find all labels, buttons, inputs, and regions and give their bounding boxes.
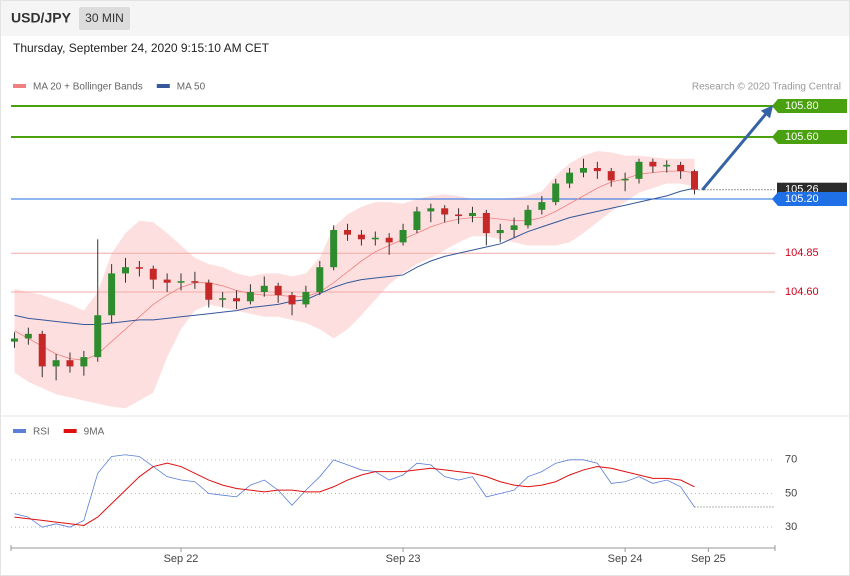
candle-body (233, 298, 241, 302)
source: Research © 2020 Trading Central (692, 82, 841, 93)
candle-body (677, 164, 685, 172)
candle-body (288, 295, 296, 305)
candle-body (219, 298, 227, 300)
timeframe: 30 MIN (85, 11, 124, 25)
level-label-box (772, 130, 847, 144)
candle-body (24, 333, 32, 339)
level-label: 104.85 (785, 247, 819, 259)
candle-body (163, 279, 171, 283)
candle-body (121, 267, 129, 274)
level-label-box (772, 99, 847, 113)
candle-body (357, 234, 365, 240)
candle-body (413, 211, 421, 230)
candle-body (496, 230, 504, 234)
candle-body (191, 281, 199, 283)
candle-body (330, 230, 338, 268)
candle-body (427, 208, 435, 212)
candle-body (149, 268, 157, 280)
candle-body (399, 230, 407, 243)
symbol: USD/JPY (11, 10, 72, 26)
candle-body (316, 267, 324, 292)
ma-line (14, 187, 695, 326)
candle-body (663, 164, 671, 167)
candle-body (385, 237, 393, 243)
candle-body (274, 285, 282, 296)
candle-body (302, 292, 310, 305)
y-tick-label: 70 (785, 454, 797, 466)
x-tick-label: Sep 24 (608, 553, 643, 565)
x-tick-label: Sep 23 (386, 553, 421, 565)
legend-swatch (13, 84, 26, 88)
candle-body (371, 237, 379, 240)
level-label: 105.80 (785, 100, 819, 112)
candle-body (510, 225, 518, 230)
candle-body (691, 171, 699, 190)
candle-body (135, 267, 143, 269)
ma-line (14, 170, 695, 361)
candle-body (94, 315, 102, 358)
timestamp: Thursday, September 24, 2020 9:15:10 AM … (13, 41, 270, 55)
rsi-line (14, 454, 695, 528)
rsi-line (14, 462, 695, 527)
level-label: 104.60 (785, 286, 819, 298)
candle-body (635, 161, 643, 179)
candle-body (566, 172, 574, 184)
legend-label: 9MA (84, 427, 105, 438)
candle-body (621, 178, 629, 181)
level-label: 105.20 (785, 193, 819, 205)
x-tick-label: Sep 22 (164, 553, 199, 565)
candle-body (260, 285, 268, 292)
y-tick-label: 30 (785, 521, 797, 533)
candle-body (607, 171, 615, 181)
candle-body (593, 168, 601, 172)
y-tick-label: 50 (785, 487, 797, 499)
level-label: 105.60 (785, 131, 819, 143)
candle-body (344, 230, 352, 235)
candle-body (38, 333, 46, 367)
legend-swatch (13, 429, 26, 433)
candle-body (246, 292, 254, 302)
candle-body (52, 360, 60, 367)
x-tick-label: Sep 25 (691, 553, 726, 565)
candle-body (482, 212, 490, 234)
candle-body (524, 209, 532, 226)
candle-body (80, 357, 88, 367)
legend-label: MA 50 (177, 82, 206, 93)
timeframe-badge (79, 7, 130, 30)
candle-body (66, 360, 74, 367)
header-bar (1, 1, 849, 36)
candle-body (205, 282, 213, 300)
level-label-box (772, 192, 847, 206)
candle-body (579, 168, 587, 173)
legend-swatch (156, 84, 170, 88)
forecast-arrow (701, 105, 774, 191)
legend-label: MA 20 + Bollinger Bands (33, 82, 143, 93)
candle-body (649, 161, 657, 167)
candle-body (108, 273, 116, 316)
legend-swatch (63, 429, 77, 433)
candle-body (441, 208, 449, 215)
candle-body (468, 212, 476, 217)
candle-body (455, 214, 463, 217)
candle-body (10, 338, 18, 342)
candle-body (538, 202, 546, 210)
candle-body (177, 281, 185, 283)
candle-body (552, 183, 560, 203)
legend-label: RSI (33, 427, 50, 438)
